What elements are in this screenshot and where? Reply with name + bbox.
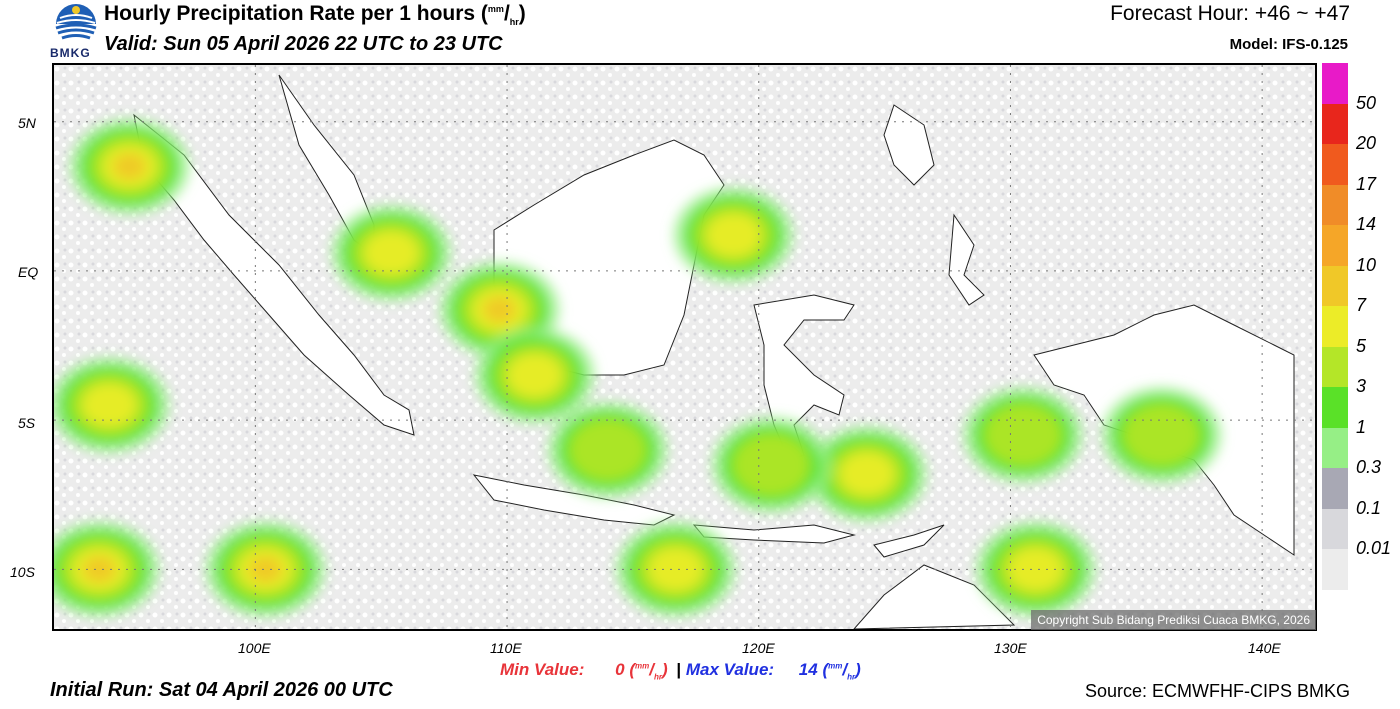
legend-label: 10 bbox=[1356, 254, 1377, 275]
rain-cell bbox=[706, 213, 761, 257]
legend-label: 5 bbox=[1356, 335, 1367, 356]
legend-swatch bbox=[1322, 508, 1348, 550]
legend-swatch bbox=[1322, 144, 1348, 185]
x-label-100e: 100E bbox=[238, 640, 271, 656]
legend-label: 0.01 bbox=[1356, 538, 1392, 559]
legend-swatch bbox=[1322, 549, 1348, 590]
legend-label: 50 bbox=[1356, 92, 1377, 113]
legend-swatch bbox=[1322, 468, 1348, 509]
max-unit-sup: mm bbox=[828, 661, 843, 671]
legend-swatch bbox=[1322, 265, 1348, 307]
rain-cell bbox=[483, 296, 516, 323]
x-label-130e: 130E bbox=[994, 640, 1027, 656]
y-label-5n: 5N bbox=[18, 115, 36, 131]
rain-cell bbox=[839, 452, 894, 496]
legend-label: 14 bbox=[1356, 214, 1377, 235]
bmkg-logo bbox=[52, 2, 100, 60]
max-label: Max Value: bbox=[685, 660, 775, 679]
rain-cell bbox=[569, 419, 646, 481]
max-value: 14 bbox=[798, 660, 818, 679]
min-unit-sub: hr bbox=[653, 672, 662, 682]
logo-text: BMKG bbox=[50, 46, 91, 60]
rain-cell bbox=[1008, 547, 1063, 591]
legend-label: 17 bbox=[1356, 173, 1377, 194]
legend-swatch bbox=[1322, 225, 1348, 266]
rain-cell bbox=[985, 404, 1062, 466]
rain-cell bbox=[733, 434, 810, 496]
min-unit-sup: mm bbox=[635, 661, 650, 671]
min-label: Min Value: bbox=[500, 660, 585, 679]
legend-swatch bbox=[1322, 346, 1348, 388]
min-value: 0 bbox=[615, 660, 625, 679]
legend-label: 1 bbox=[1356, 416, 1367, 437]
color-legend bbox=[1322, 63, 1348, 590]
legend-label: 7 bbox=[1356, 295, 1367, 316]
legend-swatch bbox=[1322, 427, 1348, 469]
x-label-110e: 110E bbox=[490, 640, 522, 656]
map-canvas bbox=[54, 65, 1315, 629]
legend-swatch bbox=[1322, 103, 1348, 145]
max-unit-sub: hr bbox=[847, 672, 856, 682]
rain-cell bbox=[82, 383, 137, 427]
forecast-hour: Forecast Hour: +46 ~ +47 bbox=[1110, 2, 1350, 25]
legend-swatch bbox=[1322, 306, 1348, 347]
title-unit-sub: hr bbox=[509, 17, 519, 28]
model-label: Model: IFS-0.125 bbox=[1229, 36, 1348, 53]
y-label-10s: 10S bbox=[10, 564, 35, 580]
x-label-120e: 120E bbox=[742, 640, 775, 656]
x-label-140e: 140E bbox=[1248, 640, 1281, 656]
legend-swatch bbox=[1322, 184, 1348, 226]
legend-swatch bbox=[1322, 387, 1348, 428]
min-value-line: Min Value: 0 (mm/hr) | Max Value: 14 (mm… bbox=[500, 660, 861, 682]
precipitation-map bbox=[52, 63, 1317, 631]
copyright-notice: Copyright Sub Bidang Prediksi Cuaca BMKG… bbox=[1031, 610, 1316, 630]
valid-time: Valid: Sun 05 April 2026 22 UTC to 23 UT… bbox=[104, 33, 503, 55]
rain-cell bbox=[113, 153, 146, 180]
legend-label: 3 bbox=[1356, 376, 1367, 397]
rain-cell bbox=[83, 556, 116, 583]
title-text: Hourly Precipitation Rate per 1 hours bbox=[104, 2, 476, 25]
rain-cell bbox=[648, 547, 703, 591]
rain-cell bbox=[249, 556, 282, 583]
y-label-5s: 5S bbox=[18, 415, 36, 431]
legend-swatch bbox=[1322, 63, 1348, 104]
rain-cell bbox=[364, 231, 419, 275]
rain-cell bbox=[507, 353, 562, 397]
title-unit-sup: mm bbox=[487, 4, 504, 14]
y-label-eq: EQ bbox=[18, 264, 39, 280]
legend-label: 0.1 bbox=[1356, 497, 1382, 518]
rain-cell bbox=[1123, 404, 1200, 466]
initial-run: Initial Run: Sat 04 April 2026 00 UTC bbox=[50, 679, 393, 701]
map-title: Hourly Precipitation Rate per 1 hours (m… bbox=[104, 2, 526, 28]
separator: | bbox=[676, 660, 682, 679]
legend-label: 0.3 bbox=[1356, 457, 1382, 478]
source-label: Source: ECMWFHF-CIPS BMKG bbox=[1084, 681, 1350, 701]
legend-label: 20 bbox=[1356, 133, 1377, 154]
